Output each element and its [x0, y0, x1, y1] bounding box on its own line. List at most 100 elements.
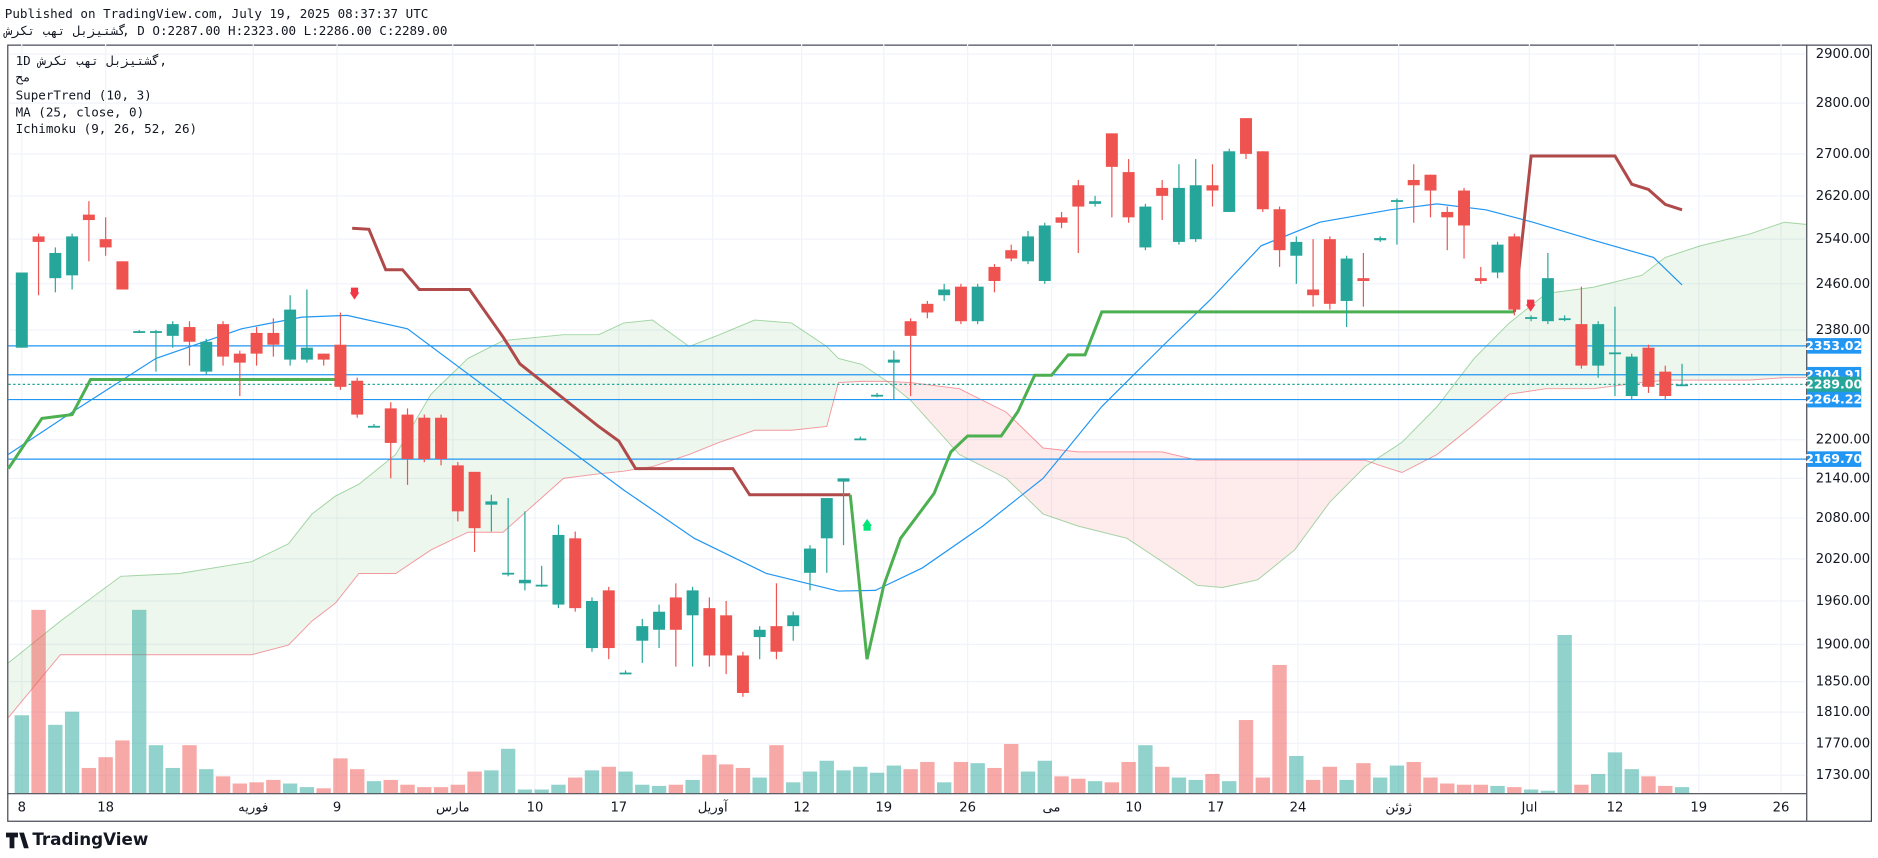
candle-body	[1072, 185, 1085, 207]
candle-body	[1441, 211, 1454, 218]
volume-bar	[299, 787, 315, 794]
volume-bar	[1305, 779, 1321, 794]
sell-signal	[349, 287, 360, 300]
volume-bar	[31, 609, 46, 794]
candle-body	[1122, 172, 1135, 218]
candle-body	[435, 417, 448, 459]
cloud-segment	[1749, 222, 1785, 381]
ma-line	[8, 203, 1683, 592]
price-tag-label: 2264.22	[1805, 392, 1862, 407]
volume-bar	[417, 787, 432, 794]
volume-bar	[970, 763, 985, 794]
volume-bar	[752, 777, 767, 794]
cloud-segment	[826, 346, 839, 427]
volume-bar	[1523, 789, 1539, 794]
y-tick-label: 1770.00	[1816, 736, 1870, 751]
cloud-segment	[1784, 222, 1807, 378]
candle-body	[787, 615, 800, 627]
volume-bar	[350, 769, 365, 794]
candle-body	[183, 327, 196, 342]
x-tick-label: فوریه	[238, 800, 268, 815]
cloud-segment	[1401, 406, 1438, 473]
volume-bar	[769, 745, 784, 794]
volume-bar	[1020, 771, 1036, 794]
supertrend-line	[848, 310, 1515, 660]
supertrend-line	[352, 226, 851, 497]
price-tag-label: 2169.70	[1805, 451, 1862, 466]
candle-body	[804, 548, 816, 573]
candle-body	[49, 252, 62, 279]
price-tag	[1807, 451, 1862, 467]
volume-bar	[1238, 720, 1254, 794]
cloud-segment	[719, 320, 755, 443]
candle-body	[1139, 206, 1152, 248]
candle-body	[703, 608, 716, 656]
candle-body	[619, 672, 632, 675]
candle-body	[653, 611, 666, 630]
candle-body	[602, 590, 615, 649]
y-tick-label: 2020.00	[1816, 552, 1870, 567]
y-tick-label: 2380.00	[1816, 323, 1870, 338]
volume-bar	[869, 772, 885, 794]
candle-body	[518, 579, 531, 584]
candle-body	[1022, 236, 1034, 262]
candle-body	[854, 438, 867, 441]
candle-body	[1323, 239, 1336, 304]
candle-body	[1474, 278, 1487, 281]
volume-bar	[601, 766, 616, 794]
cloud-segment	[623, 320, 653, 472]
volume-bar	[1674, 787, 1690, 794]
volume-bar	[1037, 760, 1052, 794]
volume-bar	[215, 776, 231, 794]
y-tick-label: 1730.00	[1816, 768, 1870, 783]
x-tick-label: 19	[1690, 800, 1707, 815]
candle-body	[1340, 258, 1353, 301]
candle-body	[468, 471, 481, 529]
candle-body	[300, 347, 313, 360]
candle-body	[552, 534, 565, 605]
y-tick-label: 2080.00	[1816, 511, 1870, 526]
candle-body	[1290, 241, 1303, 256]
volume-bar	[802, 771, 818, 794]
volume-bar	[64, 711, 80, 794]
volume-bar	[920, 761, 935, 794]
price-tag	[1807, 391, 1862, 408]
candle-body	[1223, 151, 1236, 212]
volume-bar	[1071, 778, 1086, 794]
volume-bar	[1222, 781, 1237, 794]
volume-bar	[249, 782, 264, 794]
volume-bar	[786, 782, 801, 794]
y-tick-label: 1810.00	[1816, 705, 1870, 720]
candle-body	[351, 380, 364, 415]
volume-bar	[1255, 777, 1270, 794]
volume-bar	[148, 745, 164, 794]
x-tick-label: 8	[18, 800, 26, 815]
candle-body	[1189, 185, 1202, 240]
volume-bar	[400, 784, 415, 794]
legend-ichimoku: Ichimoku (9, 26, 52, 26)	[16, 121, 198, 136]
candle-body	[1424, 174, 1437, 191]
cloud-segment	[120, 573, 180, 655]
x-tick-label: 17	[1207, 800, 1224, 815]
volume-bar	[517, 789, 533, 794]
volume-bar	[232, 783, 247, 794]
volume-bar	[182, 745, 197, 794]
candle-body	[1676, 384, 1689, 387]
volume-bar	[735, 767, 751, 794]
volume-bar	[81, 767, 97, 794]
candle-body	[149, 331, 162, 333]
legend-vol: مح	[16, 70, 31, 86]
volume-bar	[819, 760, 834, 794]
volume-bar	[1087, 781, 1103, 794]
candle-body	[669, 597, 682, 630]
candle-body	[1390, 200, 1403, 202]
y-tick-label: 2460.00	[1816, 277, 1870, 292]
candle-body	[15, 272, 28, 348]
cloud-segment	[1222, 460, 1258, 588]
volume-bar	[1406, 761, 1421, 794]
sell-signal	[1525, 299, 1536, 312]
price-tag	[1807, 376, 1862, 393]
volume-bar	[853, 766, 868, 794]
y-tick-label: 2800.00	[1816, 96, 1870, 111]
cloud-segment	[1294, 460, 1330, 550]
